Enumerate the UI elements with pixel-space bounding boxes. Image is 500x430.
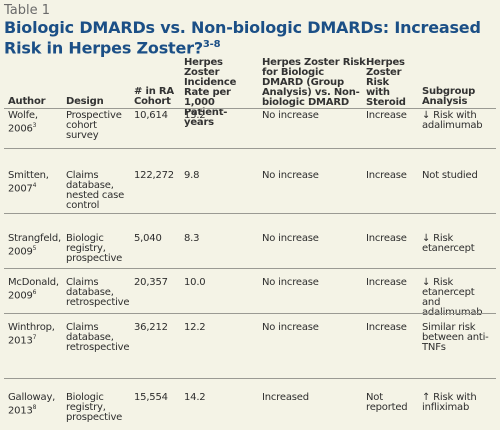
row-divider: [4, 268, 496, 269]
header-steroid: Herpes Zoster Risk with Steroid: [366, 57, 406, 108]
cell-incidence: 13.2: [184, 110, 206, 121]
cell-risk: No increase: [262, 170, 319, 181]
row-divider: [4, 213, 496, 214]
cell-cohort: 15,554: [134, 392, 168, 403]
cell-design: Prospective cohort survey: [66, 110, 122, 141]
cell-author: McDonald, 20096: [8, 277, 59, 302]
cell-risk: No increase: [262, 322, 319, 333]
cell-steroid: Increase: [366, 110, 407, 121]
cell-risk: No increase: [262, 233, 319, 244]
cell-design: Biologic registry, prospective: [66, 233, 123, 264]
cell-author: Wolfe, 20063: [8, 110, 38, 135]
cell-subgroup: Not studied: [422, 170, 478, 181]
cell-incidence: 10.0: [184, 277, 206, 288]
header-cohort: # in RA Cohort: [134, 86, 174, 107]
header-risk: Herpes Zoster Risk for Biologic DMARD (G…: [262, 57, 366, 108]
cell-author: Galloway, 20138: [8, 392, 56, 417]
cell-subgroup: ↓ Risk etanercept and adalimumab: [422, 277, 483, 318]
table-label: Table 1: [4, 3, 51, 18]
cell-author: Winthrop, 20137: [8, 322, 55, 347]
cell-risk: No increase: [262, 277, 319, 288]
cell-incidence: 12.2: [184, 322, 206, 333]
cell-design: Claims database, nested case control: [66, 170, 125, 211]
table-title: Biologic DMARDs vs. Non-biologic DMARDs:…: [4, 19, 496, 56]
cell-risk: Increased: [262, 392, 309, 403]
header-incidence: Herpes Zoster Incidence Rate per 1,000 P…: [184, 57, 237, 128]
cell-steroid: Not reported: [366, 392, 408, 413]
cell-incidence: 14.2: [184, 392, 206, 403]
cell-cohort: 122,272: [134, 170, 174, 181]
header-author: Author: [8, 96, 46, 107]
row-divider: [4, 148, 496, 149]
cell-design: Claims database, retrospective: [66, 277, 130, 308]
cell-author: Smitten, 20074: [8, 170, 49, 195]
header-design: Design: [66, 96, 104, 107]
title-references: 3-8: [202, 39, 221, 50]
cell-incidence: 9.8: [184, 170, 200, 181]
header-rule: [4, 108, 496, 109]
cell-steroid: Increase: [366, 277, 407, 288]
cell-design: Biologic registry, prospective: [66, 392, 123, 423]
cell-subgroup: ↓ Risk etanercept: [422, 233, 475, 254]
cell-incidence: 8.3: [184, 233, 200, 244]
cell-cohort: 20,357: [134, 277, 168, 288]
row-divider: [4, 313, 496, 314]
cell-cohort: 36,212: [134, 322, 168, 333]
header-subgroup: Subgroup Analysis: [422, 86, 476, 107]
cell-author: Strangfeld, 20095: [8, 233, 61, 258]
cell-steroid: Increase: [366, 233, 407, 244]
row-divider: [4, 378, 496, 379]
cell-steroid: Increase: [366, 170, 407, 181]
cell-cohort: 5,040: [134, 233, 162, 244]
cell-steroid: Increase: [366, 322, 407, 333]
cell-cohort: 10,614: [134, 110, 168, 121]
title-text: Biologic DMARDs vs. Non-biologic DMARDs:…: [4, 18, 481, 58]
cell-subgroup: Similar risk between anti-TNFs: [422, 322, 489, 353]
cell-risk: No increase: [262, 110, 319, 121]
cell-design: Claims database, retrospective: [66, 322, 130, 353]
cell-subgroup: ↓ Risk with adalimumab: [422, 110, 483, 131]
cell-subgroup: ↑ Risk with infliximab: [422, 392, 477, 413]
